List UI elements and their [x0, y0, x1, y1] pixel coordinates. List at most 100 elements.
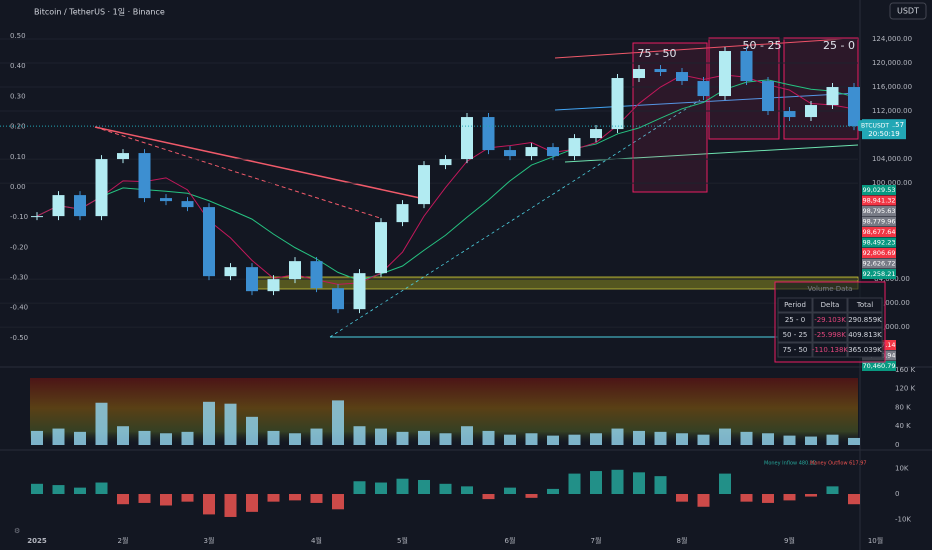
currency-label[interactable]: USDT	[897, 7, 919, 16]
bar	[504, 487, 516, 495]
table-cell	[777, 327, 813, 343]
timezone-icon[interactable]: ⚙	[14, 527, 20, 535]
candle	[52, 195, 65, 217]
bar	[568, 434, 581, 445]
candle	[719, 51, 731, 97]
bar	[547, 435, 559, 445]
bar	[375, 482, 387, 495]
table-cell-text: -110.138K	[812, 346, 848, 354]
moving-average	[36, 74, 855, 285]
y-tick-label: 0.40	[10, 62, 26, 70]
bar	[31, 483, 43, 495]
price-tag-label: 98,795.63	[862, 207, 895, 215]
symbol-box	[858, 120, 892, 132]
bar	[418, 479, 430, 495]
x-tick-label: 6월	[505, 536, 516, 545]
bar	[246, 416, 258, 445]
y-tick-label: 0.50	[10, 32, 26, 40]
candle	[289, 261, 301, 280]
table-header-cell	[847, 297, 883, 313]
candle	[482, 117, 495, 151]
bar	[439, 483, 452, 495]
table-cell	[777, 342, 813, 358]
price-tag-label: 92,258.21	[862, 270, 895, 278]
bar	[654, 431, 667, 445]
bar	[95, 482, 108, 495]
candle	[396, 204, 409, 223]
candle	[611, 78, 624, 130]
price-tag	[862, 269, 896, 279]
bar	[611, 428, 624, 445]
table-cell	[847, 312, 883, 328]
y-tick-label: -10K	[895, 516, 911, 524]
bar	[203, 401, 215, 445]
bar	[826, 486, 839, 495]
annotation: Money Inflow 480.22	[764, 461, 816, 467]
bar	[353, 481, 366, 495]
candle	[224, 267, 237, 277]
candle	[310, 261, 323, 289]
price-tag	[862, 195, 896, 206]
box-label: 25 - 0	[823, 39, 855, 52]
bar	[160, 433, 172, 445]
candle	[74, 195, 86, 217]
bar	[396, 478, 409, 495]
table-cell	[812, 312, 848, 328]
table-cell-text: 290.859K	[848, 316, 882, 324]
bar	[224, 403, 237, 445]
candle	[181, 201, 194, 208]
bar	[267, 494, 280, 502]
table-title: Volume Data	[808, 285, 853, 293]
bar	[310, 428, 323, 445]
bar	[676, 433, 688, 445]
y-tick-label: 124,000.00	[872, 35, 912, 43]
candle	[117, 153, 129, 160]
price-tag-label: 92,626.72	[862, 260, 895, 268]
candle	[439, 159, 452, 166]
bar	[439, 433, 452, 445]
y-tick-label: 10K	[895, 465, 909, 473]
candle	[31, 216, 43, 218]
candle	[805, 105, 817, 118]
bar	[719, 428, 731, 445]
table-cell-text: 50 - 25	[783, 331, 808, 339]
candle	[267, 279, 280, 292]
x-tick-label: 9월	[784, 536, 795, 545]
price-tag	[862, 248, 896, 258]
bar	[762, 494, 774, 503]
bar	[246, 494, 258, 512]
y-tick-label: 0	[895, 490, 899, 498]
y-tick-label: 0.30	[10, 92, 26, 100]
bar	[525, 494, 538, 498]
candle	[353, 273, 366, 310]
y-tick-label: 0.10	[10, 153, 26, 161]
range-box	[783, 37, 859, 140]
candle	[783, 111, 796, 118]
price-tag	[862, 216, 896, 227]
bar	[52, 428, 65, 445]
bar	[848, 494, 860, 505]
candle	[654, 69, 667, 73]
y-tick-label: -0.50	[10, 334, 28, 342]
bar	[504, 434, 516, 445]
bar	[224, 494, 237, 517]
bar	[332, 400, 344, 445]
table-cell-text: -25.998K	[814, 331, 846, 339]
bar	[676, 494, 688, 502]
trendline	[329, 99, 701, 338]
bar	[74, 431, 86, 445]
candle	[740, 51, 753, 82]
bar	[805, 494, 817, 497]
bar	[719, 473, 731, 495]
bar	[138, 494, 151, 503]
bar	[31, 430, 43, 445]
x-tick-label: 10월	[868, 536, 883, 545]
annotation: Money Outflow 617.97	[810, 461, 867, 467]
candle	[461, 117, 473, 160]
bar	[418, 430, 430, 445]
y-tick-label: 84,000.00	[874, 275, 910, 283]
table-header-cell	[812, 297, 848, 313]
currency-button[interactable]	[889, 2, 927, 20]
bar	[848, 437, 860, 445]
